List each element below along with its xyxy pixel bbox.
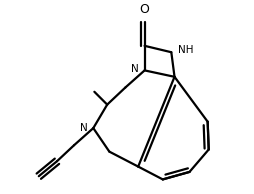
Text: N: N	[79, 123, 87, 133]
Text: N: N	[130, 64, 138, 74]
Text: NH: NH	[177, 45, 193, 55]
Text: O: O	[139, 3, 149, 16]
